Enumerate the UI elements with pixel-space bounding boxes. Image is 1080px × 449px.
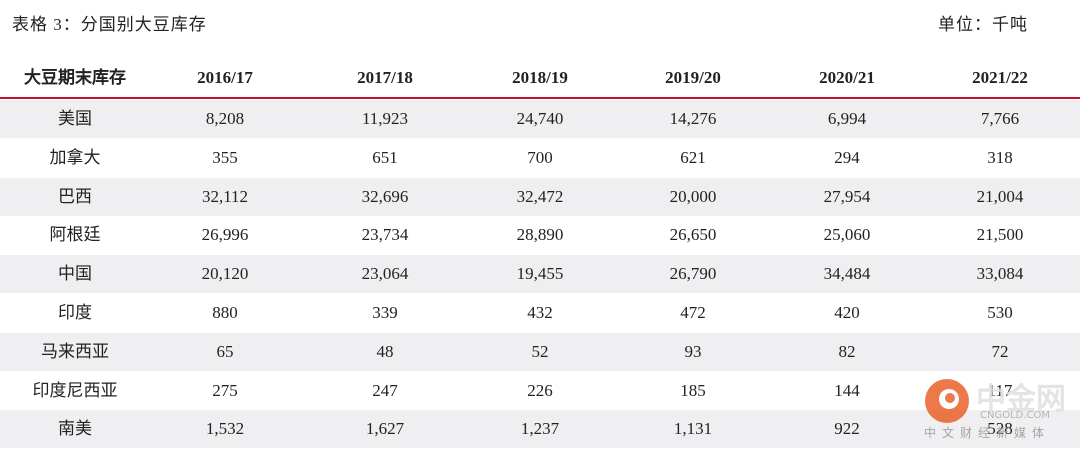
cell-value: 1,237 bbox=[520, 419, 560, 439]
row-label: 南美 bbox=[58, 419, 92, 439]
cell-value: 19,455 bbox=[516, 264, 564, 284]
cell-value: 339 bbox=[372, 303, 398, 322]
column-header: 2020/21 bbox=[819, 68, 875, 87]
row-label: 印度 bbox=[58, 303, 92, 322]
cell-value: 24,740 bbox=[516, 109, 564, 128]
header-rule bbox=[0, 97, 1080, 99]
row-label: 印度尼西亚 bbox=[32, 380, 118, 400]
cell-value: 185 bbox=[680, 380, 706, 400]
row-band bbox=[0, 100, 1080, 138]
cell-value: 14,276 bbox=[669, 109, 717, 128]
cell-value: 7,766 bbox=[980, 109, 1020, 128]
row-label: 马来西亚 bbox=[41, 341, 109, 361]
cell-value: 6,994 bbox=[827, 109, 867, 128]
column-header: 2016/17 bbox=[197, 68, 253, 87]
column-header: 2021/22 bbox=[972, 68, 1028, 87]
cell-value: 65 bbox=[216, 341, 234, 361]
cell-value: 28,890 bbox=[516, 225, 564, 245]
cell-value: 26,650 bbox=[669, 225, 717, 245]
cell-value: 275 bbox=[212, 380, 238, 400]
unit-label: 单位：千吨 bbox=[938, 15, 1028, 34]
row-label: 阿根廷 bbox=[49, 225, 101, 245]
cell-value: 528 bbox=[987, 419, 1013, 439]
cell-value: 1,532 bbox=[205, 419, 245, 439]
cell-value: 11,923 bbox=[361, 109, 409, 128]
row-band bbox=[0, 332, 1080, 371]
cell-value: 34,484 bbox=[823, 264, 871, 284]
cell-value: 700 bbox=[527, 147, 553, 167]
column-header: 2017/18 bbox=[357, 68, 413, 87]
row-band bbox=[0, 255, 1080, 294]
column-header: 2019/20 bbox=[665, 68, 721, 87]
cell-value: 1,627 bbox=[365, 419, 405, 439]
cell-value: 21,500 bbox=[976, 225, 1024, 245]
watermark: 中金网 CNGOLD.COM 中文财经新媒体 bbox=[920, 372, 1080, 442]
row-label: 美国 bbox=[58, 109, 92, 128]
cell-value: 1,131 bbox=[673, 419, 713, 439]
cell-value: 621 bbox=[680, 147, 706, 167]
cell-value: 26,790 bbox=[669, 264, 717, 284]
cell-value: 72 bbox=[991, 341, 1009, 361]
column-header: 2018/19 bbox=[512, 68, 568, 87]
cell-value: 93 bbox=[684, 341, 702, 361]
cell-value: 33,084 bbox=[976, 264, 1024, 284]
cell-value: 117 bbox=[987, 380, 1013, 400]
cell-value: 48 bbox=[376, 341, 394, 361]
watermark-site: CNGOLD.COM bbox=[980, 410, 1051, 421]
cell-value: 472 bbox=[680, 303, 706, 322]
cell-value: 52 bbox=[531, 341, 549, 361]
cell-value: 530 bbox=[987, 303, 1013, 322]
table-title: 表格 3：分国别大豆库存 bbox=[12, 15, 207, 34]
cell-value: 247 bbox=[372, 380, 398, 400]
cell-value: 20,000 bbox=[669, 186, 717, 206]
watermark-name: 中金网 bbox=[976, 382, 1066, 417]
cell-value: 82 bbox=[838, 341, 856, 361]
cell-value: 32,472 bbox=[516, 186, 564, 206]
row-label: 巴西 bbox=[58, 186, 92, 206]
column-header: 大豆期末库存 bbox=[24, 68, 126, 87]
cell-value: 8,208 bbox=[205, 109, 245, 128]
row-label: 加拿大 bbox=[49, 147, 101, 167]
cell-value: 432 bbox=[527, 303, 553, 322]
cell-value: 922 bbox=[834, 419, 860, 439]
cell-value: 294 bbox=[834, 147, 860, 167]
cell-value: 318 bbox=[987, 147, 1013, 167]
cell-value: 21,004 bbox=[976, 186, 1024, 206]
row-label: 中国 bbox=[58, 264, 92, 284]
cell-value: 144 bbox=[834, 380, 860, 400]
watermark-logo bbox=[925, 379, 969, 423]
cell-value: 20,120 bbox=[201, 264, 249, 284]
watermark-slogan: 中文财经新媒体 bbox=[924, 426, 1051, 440]
row-band bbox=[0, 177, 1080, 216]
cell-value: 880 bbox=[212, 303, 238, 322]
cell-value: 355 bbox=[212, 147, 238, 167]
cell-value: 651 bbox=[372, 147, 398, 167]
cell-value: 23,734 bbox=[361, 225, 409, 245]
cell-value: 32,112 bbox=[201, 186, 249, 206]
cell-value: 32,696 bbox=[361, 186, 409, 206]
cell-value: 226 bbox=[527, 380, 553, 400]
cell-value: 23,064 bbox=[361, 264, 409, 284]
cell-value: 420 bbox=[834, 303, 860, 322]
cell-value: 26,996 bbox=[201, 225, 249, 245]
cell-value: 25,060 bbox=[823, 225, 871, 245]
cell-value: 27,954 bbox=[823, 186, 871, 206]
row-band bbox=[0, 410, 1080, 449]
